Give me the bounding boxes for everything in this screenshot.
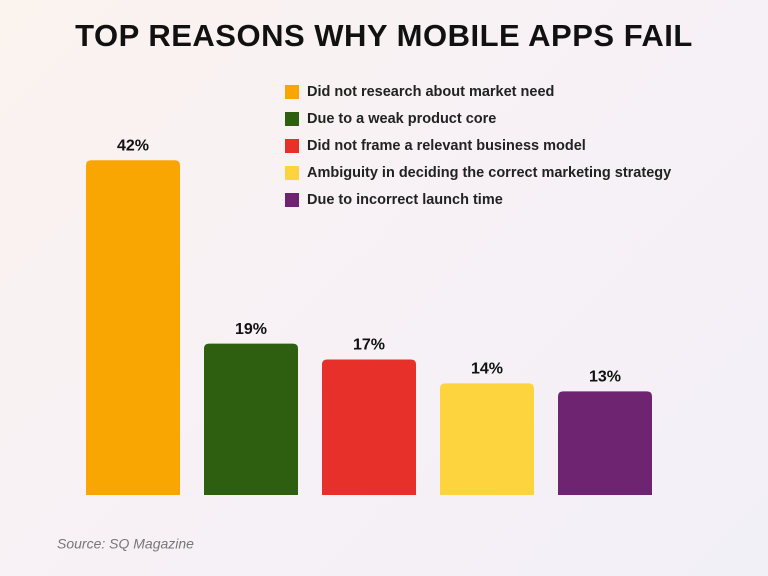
legend-swatch xyxy=(285,112,299,126)
chart-title: TOP REASONS WHY MOBILE APPS FAIL xyxy=(75,18,693,53)
legend-label: Ambiguity in deciding the correct market… xyxy=(307,165,671,181)
legend-label: Did not frame a relevant business model xyxy=(307,138,586,154)
bar xyxy=(86,160,180,495)
bar xyxy=(440,383,534,495)
value-label: 19% xyxy=(235,321,267,338)
legend-swatch xyxy=(285,193,299,207)
legend-label: Did not research about market need xyxy=(307,84,554,100)
legend-swatch xyxy=(285,139,299,153)
legend-label: Due to a weak product core xyxy=(307,111,496,127)
bar xyxy=(204,343,298,495)
value-label: 14% xyxy=(471,361,503,378)
bar xyxy=(322,359,416,495)
source: Source: SQ Magazine xyxy=(57,536,194,552)
legend-label: Due to incorrect launch time xyxy=(307,192,503,208)
legend-swatch xyxy=(285,85,299,99)
value-label: 17% xyxy=(353,337,385,354)
bar xyxy=(558,391,652,495)
value-label: 13% xyxy=(589,369,621,386)
value-label: 42% xyxy=(117,137,149,154)
legend-swatch xyxy=(285,166,299,180)
